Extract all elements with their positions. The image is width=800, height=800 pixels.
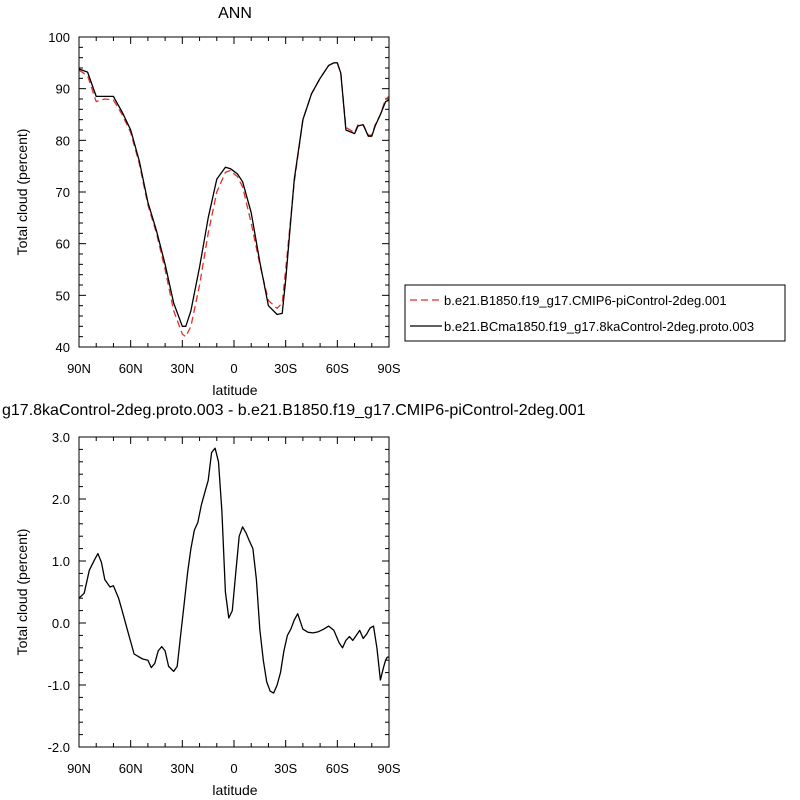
bottom-plot-frame: [78, 436, 390, 748]
x-tick-label: 90S: [377, 761, 400, 776]
y-tick-label: 0.0: [52, 616, 70, 631]
top-title: ANN: [218, 5, 252, 22]
legend: b.e21.B1850.f19_g17.CMIP6-piControl-2deg…: [404, 284, 786, 342]
bottom-y-axis-label: Total cloud (percent): [14, 529, 30, 656]
x-tick-label: 30N: [170, 361, 194, 376]
x-tick-label: 30N: [170, 761, 194, 776]
y-tick-label: 80: [56, 133, 70, 148]
y-tick-label: 3.0: [52, 430, 70, 445]
x-tick-label: 90N: [67, 361, 91, 376]
x-tick-label: 90S: [377, 361, 400, 376]
top-x-axis-label: latitude: [212, 382, 257, 398]
series-line-1-0: [78, 447, 389, 694]
y-tick-label: 2.0: [52, 492, 70, 507]
x-tick-label: 60S: [326, 361, 349, 376]
x-tick-label: 30S: [274, 361, 297, 376]
top-panel: ANN 40 50 60 70 80 90 100 90N 60N 30N 0 30S 60S 90S l…: [14, 5, 786, 398]
bottom-x-axis-label: latitude: [212, 782, 257, 798]
y-tick-label: 100: [48, 30, 70, 45]
series-line-0-1: [78, 62, 390, 327]
series-line-0-0: [78, 62, 390, 338]
y-tick-label: 70: [56, 185, 70, 200]
y-tick-label: -2.0: [48, 740, 70, 755]
y-tick-label: 40: [56, 340, 70, 355]
y-tick-label: 50: [56, 288, 70, 303]
legend-label-cmip6: b.e21.B1850.f19_g17.CMIP6-piControl-2deg…: [444, 293, 727, 308]
top-plot-area: 40 50 60 70 80 90 100 90N 60N 30N 0 30S 60S 90S: [48, 30, 401, 376]
top-y-axis-label: Total cloud (percent): [14, 129, 30, 256]
bottom-panel: g17.8kaControl-2deg.proto.003 - b.e21.B1…: [2, 402, 586, 798]
y-tick-label: -1.0: [48, 678, 70, 693]
y-tick-label: 1.0: [52, 554, 70, 569]
bottom-plot-area: -2.0 -1.0 0.0 1.0 2.0 3.0 90N 60N 30N 0 30S 60S 90S: [48, 430, 401, 776]
x-tick-label: 0: [230, 761, 237, 776]
top-plot-frame: [78, 36, 390, 348]
x-tick-label: 60S: [326, 761, 349, 776]
x-tick-label: 90N: [67, 761, 91, 776]
x-tick-label: 60N: [119, 361, 143, 376]
bottom-title: g17.8kaControl-2deg.proto.003 - b.e21.B1…: [2, 402, 586, 419]
x-tick-label: 60N: [119, 761, 143, 776]
x-tick-label: 0: [230, 361, 237, 376]
legend-box: [404, 284, 786, 342]
y-tick-label: 90: [56, 82, 70, 97]
legend-label-8ka: b.e21.BCma1850.f19_g17.8kaControl-2deg.p…: [444, 319, 754, 334]
y-tick-label: 60: [56, 237, 70, 252]
x-tick-label: 30S: [274, 761, 297, 776]
